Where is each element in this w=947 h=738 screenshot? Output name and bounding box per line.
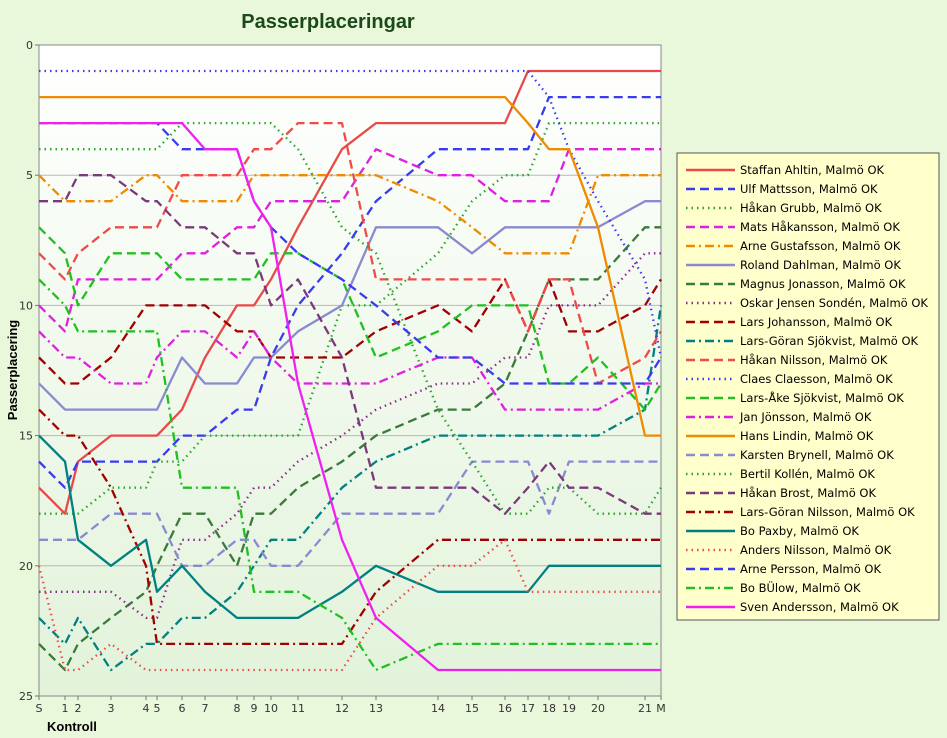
legend-entry: Mats Håkansson, Malmö OK (740, 220, 900, 234)
legend-entry: Karsten Brynell, Malmö OK (740, 448, 894, 462)
x-axis-ticks: S 1 2 3 4 5 6 7 8 9 10 11 12 13 14 15 16 17 18 19 20 21 M (36, 696, 666, 715)
series-line (38, 278, 662, 385)
y-tick-label: 25 (19, 690, 33, 703)
series-line (39, 121, 662, 385)
series-line (38, 305, 663, 672)
y-tick-label: 20 (19, 560, 33, 573)
x-tick-label: 20 (591, 702, 605, 715)
x-tick-label: 8 (234, 702, 241, 715)
legend-entry: Håkan Nilsson, Malmö OK (740, 353, 888, 367)
x-tick-label: 5 (154, 702, 161, 715)
y-tick-label: 5 (26, 169, 33, 182)
x-tick-label: 18 (542, 702, 556, 715)
series-line (38, 434, 661, 620)
x-tick-label: 15 (465, 702, 479, 715)
legend-entry: Hans Lindin, Malmö OK (740, 429, 874, 443)
legend-entry: Claes Claesson, Malmö OK (740, 372, 893, 386)
legend-entry: Lars-Göran Sjökvist, Malmö OK (740, 334, 919, 348)
x-tick-label: 1 (62, 702, 69, 715)
legend: Staffan Ahltin, Malmö OK Ulf Mattsson, Ma… (676, 152, 940, 621)
legend-entry: Ulf Mattsson, Malmö OK (740, 182, 878, 196)
legend-entry: Sven Andersson, Malmö OK (740, 600, 899, 614)
legend-entry: Staffan Ahltin, Malmö OK (740, 163, 885, 177)
legend-entry: Arne Persson, Malmö OK (740, 562, 881, 576)
series-line (38, 174, 661, 255)
legend-entry: Lars-Göran Nilsson, Malmö OK (740, 505, 915, 519)
y-axis-ticks: 0 5 10 15 20 25 (19, 39, 39, 703)
series-line (39, 121, 661, 672)
series-line (39, 252, 661, 620)
legend-entry: Lars-Åke Sjökvist, Malmö OK (740, 390, 904, 405)
legend-entry: Bo BÜlow, Malmö OK (740, 579, 861, 595)
x-tick-label: 2 (75, 702, 82, 715)
legend-entry: Bo Paxby, Malmö OK (740, 524, 859, 538)
legend-entry: Magnus Jonasson, Malmö OK (740, 277, 906, 291)
y-axis-label: Passerplacering (5, 320, 20, 421)
legend-entry: Anders Nilsson, Malmö OK (740, 543, 892, 557)
x-tick-label: 19 (562, 702, 576, 715)
legend-entry: Bertil Kollén, Malmö OK (740, 467, 875, 481)
series-line (39, 121, 662, 515)
series-line (39, 121, 661, 515)
legend-entry: Håkan Grubb, Malmö OK (740, 201, 882, 215)
plot-area (38, 44, 662, 697)
series-layer (37, 69, 663, 672)
x-tick-label: 14 (431, 702, 445, 715)
x-tick-label: 21 (638, 702, 652, 715)
series-line (37, 538, 661, 672)
series-line (39, 95, 661, 437)
x-tick-label: M (656, 702, 666, 715)
x-tick-label: 3 (108, 702, 115, 715)
y-tick-label: 15 (19, 430, 33, 443)
x-tick-label: 4 (143, 702, 150, 715)
legend-entry: Oskar Jensen Sondén, Malmö OK (740, 296, 928, 310)
legend-box (676, 152, 940, 621)
x-tick-label: 6 (179, 702, 186, 715)
legend-entry: Jan Jönsson, Malmö OK (739, 410, 872, 424)
series-line (39, 460, 661, 567)
y-tick-label: 10 (19, 299, 33, 312)
legend-entry: Håkan Brost, Malmö OK (740, 486, 876, 500)
x-tick-label: 11 (291, 702, 305, 715)
x-tick-label: 16 (498, 702, 512, 715)
x-tick-label: 9 (251, 702, 258, 715)
x-tick-label: 12 (335, 702, 349, 715)
series-line (38, 148, 661, 333)
y-tick-label: 0 (26, 39, 33, 52)
series-line (39, 174, 661, 515)
series-line (38, 226, 662, 411)
x-tick-label: 7 (202, 702, 209, 715)
x-tick-label: 10 (264, 702, 278, 715)
series-line (38, 278, 661, 672)
x-tick-label: S (36, 702, 43, 715)
legend-entry: Roland Dahlman, Malmö OK (740, 258, 901, 272)
legend-entry: Lars Johansson, Malmö OK (740, 315, 893, 329)
series-line (39, 69, 663, 358)
x-axis-label: Kontroll (47, 719, 97, 734)
x-tick-label: 13 (369, 702, 383, 715)
series-line (38, 69, 661, 515)
series-line (38, 200, 661, 411)
x-tick-label: 17 (521, 702, 535, 715)
series-line (38, 121, 662, 385)
chart-title: Passerplaceringar (241, 11, 415, 33)
legend-entry: Arne Gustafsson, Malmö OK (740, 239, 901, 253)
